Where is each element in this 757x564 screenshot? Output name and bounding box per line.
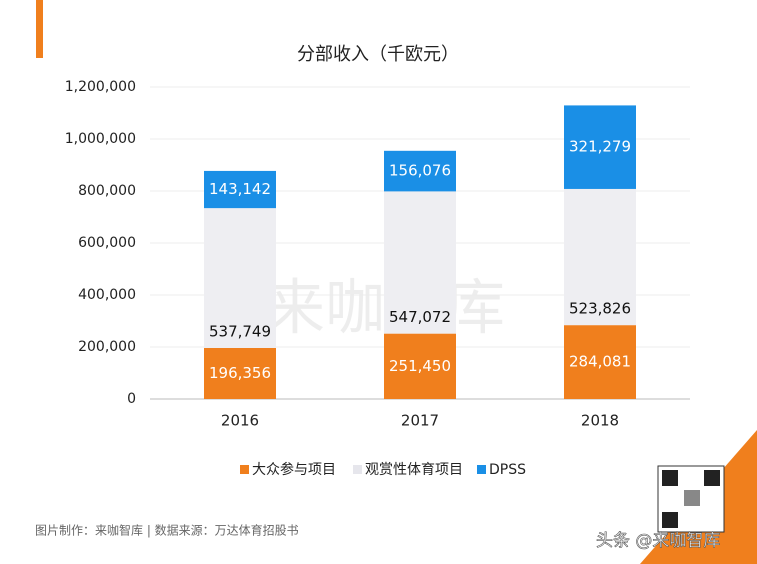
legend-label: DPSS xyxy=(489,462,526,478)
qr-block xyxy=(684,490,700,506)
bar-segment xyxy=(204,170,276,209)
legend-label: 观赏性体育项目 xyxy=(365,462,463,478)
qr-block xyxy=(662,470,678,486)
value-label: 537,749 xyxy=(209,322,271,340)
y-tick-label: 400,000 xyxy=(78,287,136,303)
credit: 头条 @来咖智库 xyxy=(596,531,720,551)
value-label: 547,072 xyxy=(389,308,451,326)
bar-segment xyxy=(384,191,456,334)
y-tick-label: 1,000,000 xyxy=(65,131,136,147)
bar-segment xyxy=(564,188,636,326)
value-label: 251,450 xyxy=(389,357,451,375)
bar-segment xyxy=(384,333,456,399)
x-tick-label: 2016 xyxy=(221,412,259,430)
qr-block xyxy=(704,470,720,486)
value-label: 523,826 xyxy=(569,300,631,318)
bar-segment xyxy=(204,208,276,348)
accent-bar xyxy=(36,0,43,58)
y-tick-label: 0 xyxy=(127,391,136,407)
bar-segment xyxy=(384,150,456,192)
source-note: 图片制作：来咖智库 | 数据来源：万达体育招股书 xyxy=(35,523,299,538)
value-label: 143,142 xyxy=(209,180,271,198)
qr-code xyxy=(657,465,725,533)
value-label: 156,076 xyxy=(389,162,451,180)
y-tick-label: 600,000 xyxy=(78,235,136,251)
bar-segment xyxy=(564,105,636,189)
y-tick-label: 200,000 xyxy=(78,339,136,355)
legend-swatch xyxy=(477,465,486,474)
y-tick-label: 1,200,000 xyxy=(65,79,136,95)
value-label: 284,081 xyxy=(569,353,631,371)
value-label: 196,356 xyxy=(209,364,271,382)
y-tick-label: 800,000 xyxy=(78,183,136,199)
bar-segment xyxy=(204,347,276,399)
x-tick-label: 2017 xyxy=(401,412,439,430)
legend-swatch xyxy=(353,465,362,474)
value-label: 321,279 xyxy=(569,138,631,156)
legend-swatch xyxy=(240,465,249,474)
legend-label: 大众参与项目 xyxy=(252,461,336,478)
x-tick-label: 2018 xyxy=(581,412,619,430)
chart-title: 分部收入（千欧元） xyxy=(297,44,459,65)
bar-segment xyxy=(564,325,636,399)
qr-block xyxy=(662,512,678,528)
